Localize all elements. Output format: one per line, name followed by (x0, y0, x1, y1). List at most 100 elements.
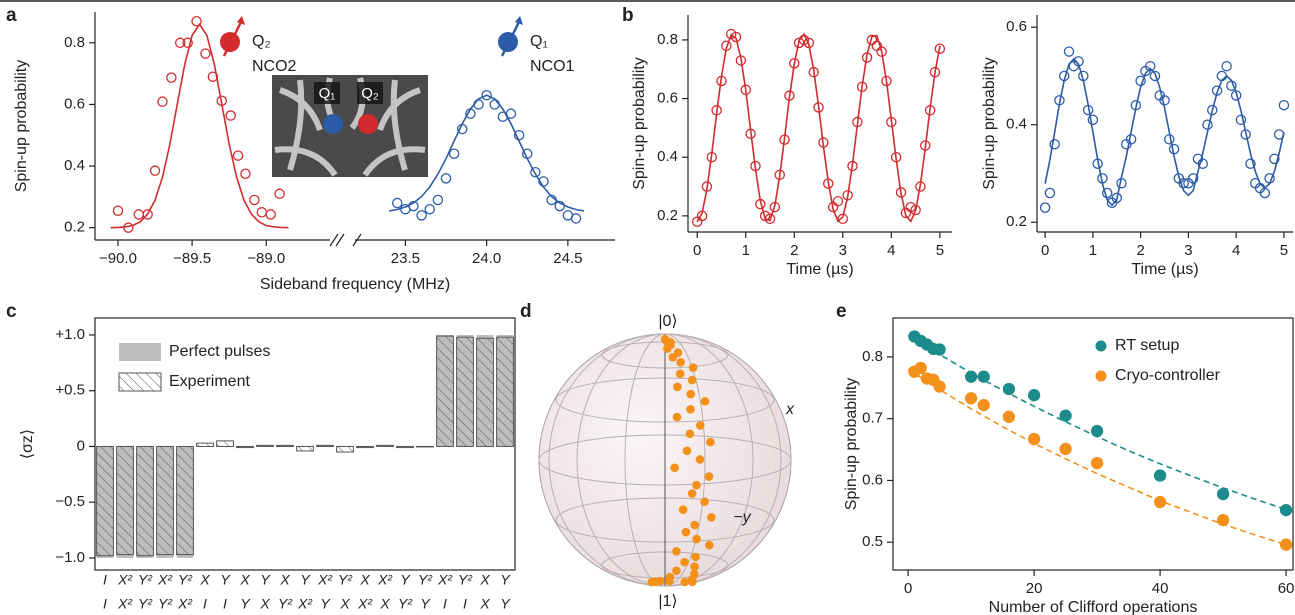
x-tick-label: X (479, 596, 490, 612)
data-point (201, 49, 210, 58)
state-point (690, 562, 699, 571)
state-point (651, 577, 660, 586)
state-point (692, 535, 701, 544)
state-point (672, 547, 681, 556)
data-point (1155, 470, 1166, 481)
y-tick-label: 0.7 (862, 410, 883, 427)
x-tick-label: 4 (887, 242, 895, 259)
data-point (978, 371, 989, 382)
x-tick-label: 24.0 (472, 250, 501, 267)
panel-label: e (836, 301, 847, 322)
data-point (1041, 203, 1050, 212)
y-tick-label: 0.2 (64, 219, 85, 236)
data-point (433, 195, 442, 204)
state-point (683, 447, 692, 456)
state-point (676, 358, 685, 367)
legend-label: RT setup (1115, 337, 1179, 354)
x-tick-label: 3 (1184, 242, 1192, 259)
x-tick-label: X² (157, 572, 173, 588)
state-point (700, 497, 709, 506)
annotation: NCO1 (530, 58, 575, 75)
figure: Q₁ Q₂ Q₂ NCO2 Q₁ NCO1 |0⟩ |1⟩ x −y 0.20.… (0, 0, 1295, 615)
y-axis-label: Spin-up probability (13, 60, 30, 193)
state-point (696, 455, 705, 464)
bar-experiment (117, 446, 134, 554)
x-tick-label: −90.0 (99, 250, 137, 267)
bar-experiment (397, 446, 414, 447)
state-point (668, 353, 677, 362)
y-axis-label: ⟨σz⟩ (19, 429, 36, 459)
x-tick-label: X (239, 572, 250, 588)
x-tick-label: −89.5 (173, 250, 211, 267)
x-tick-label: X² (117, 572, 133, 588)
x-tick-label: 1 (1089, 242, 1097, 259)
legend-label: Perfect pulses (169, 343, 270, 360)
x-tick-label: 1 (742, 242, 750, 259)
bloch-label: x (785, 401, 795, 418)
x-tick-label: 60 (1278, 580, 1295, 597)
data-point (124, 223, 133, 232)
bar-experiment (197, 443, 214, 446)
x-tick-label: I (443, 596, 447, 612)
legend-swatch (119, 343, 161, 361)
data-point (1045, 188, 1054, 197)
x-tick-label: Y (320, 596, 331, 612)
bar-experiment (277, 445, 294, 446)
bar-experiment (257, 445, 274, 446)
data-point (266, 210, 275, 219)
bar-experiment (157, 446, 174, 554)
panel-label: a (6, 5, 17, 26)
y-tick-label: +1.0 (55, 326, 85, 343)
state-point (663, 344, 672, 353)
data-point (1029, 434, 1040, 445)
x-tick-label: X (199, 572, 210, 588)
x-axis-label: Sideband frequency (MHz) (260, 276, 450, 293)
annotation: Q₂ (252, 33, 271, 50)
bar-experiment (457, 337, 474, 446)
data-point (441, 174, 450, 183)
data-point (393, 198, 402, 207)
bloch-label: |0⟩ (658, 313, 677, 330)
data-point (150, 166, 159, 175)
fit-line (908, 335, 1286, 509)
x-axis-label: Number of Clifford operations (989, 599, 1198, 615)
bar-experiment (137, 446, 154, 555)
x-tick-label: I (203, 596, 207, 612)
data-point (241, 169, 250, 178)
x-tick-label: X (379, 596, 390, 612)
inset-label: Q₁ (319, 85, 336, 102)
data-point (425, 205, 434, 214)
bar-experiment (337, 446, 354, 452)
x-tick-label: 5 (936, 242, 944, 259)
x-axis-label: Time (µs) (1131, 261, 1198, 278)
state-point (673, 383, 682, 392)
y-tick-label: −0.5 (55, 493, 85, 510)
data-point (1029, 390, 1040, 401)
state-point (676, 370, 685, 379)
state-point (682, 528, 691, 537)
x-tick-label: X² (177, 596, 193, 612)
data-point (134, 210, 143, 219)
state-point (707, 513, 716, 522)
y-axis-label: Spin-up probability (981, 57, 998, 190)
x-tick-label: 20 (1026, 580, 1043, 597)
y-axis-label: Spin-up probability (631, 57, 648, 190)
state-point (672, 566, 681, 575)
y-tick-label: 0.6 (1006, 18, 1027, 35)
state-point (705, 472, 714, 481)
y-tick-label: 0.6 (862, 471, 883, 488)
data-point (1003, 384, 1014, 395)
fit-line (1045, 59, 1284, 205)
annotation: Q₁ (530, 33, 548, 50)
x-tick-label: 0 (904, 580, 912, 597)
state-point (673, 413, 682, 422)
x-tick-label: I (463, 596, 467, 612)
x-tick-label: Y² (418, 572, 433, 588)
y-tick-label: 0.8 (862, 348, 883, 365)
x-tick-label: Y (220, 572, 231, 588)
x-tick-label: Y² (458, 572, 473, 588)
state-point (679, 505, 688, 514)
y-axis-label: Spin-up probability (843, 378, 860, 511)
x-tick-label: −89.0 (247, 250, 285, 267)
y-tick-label: 0.5 (862, 533, 883, 550)
